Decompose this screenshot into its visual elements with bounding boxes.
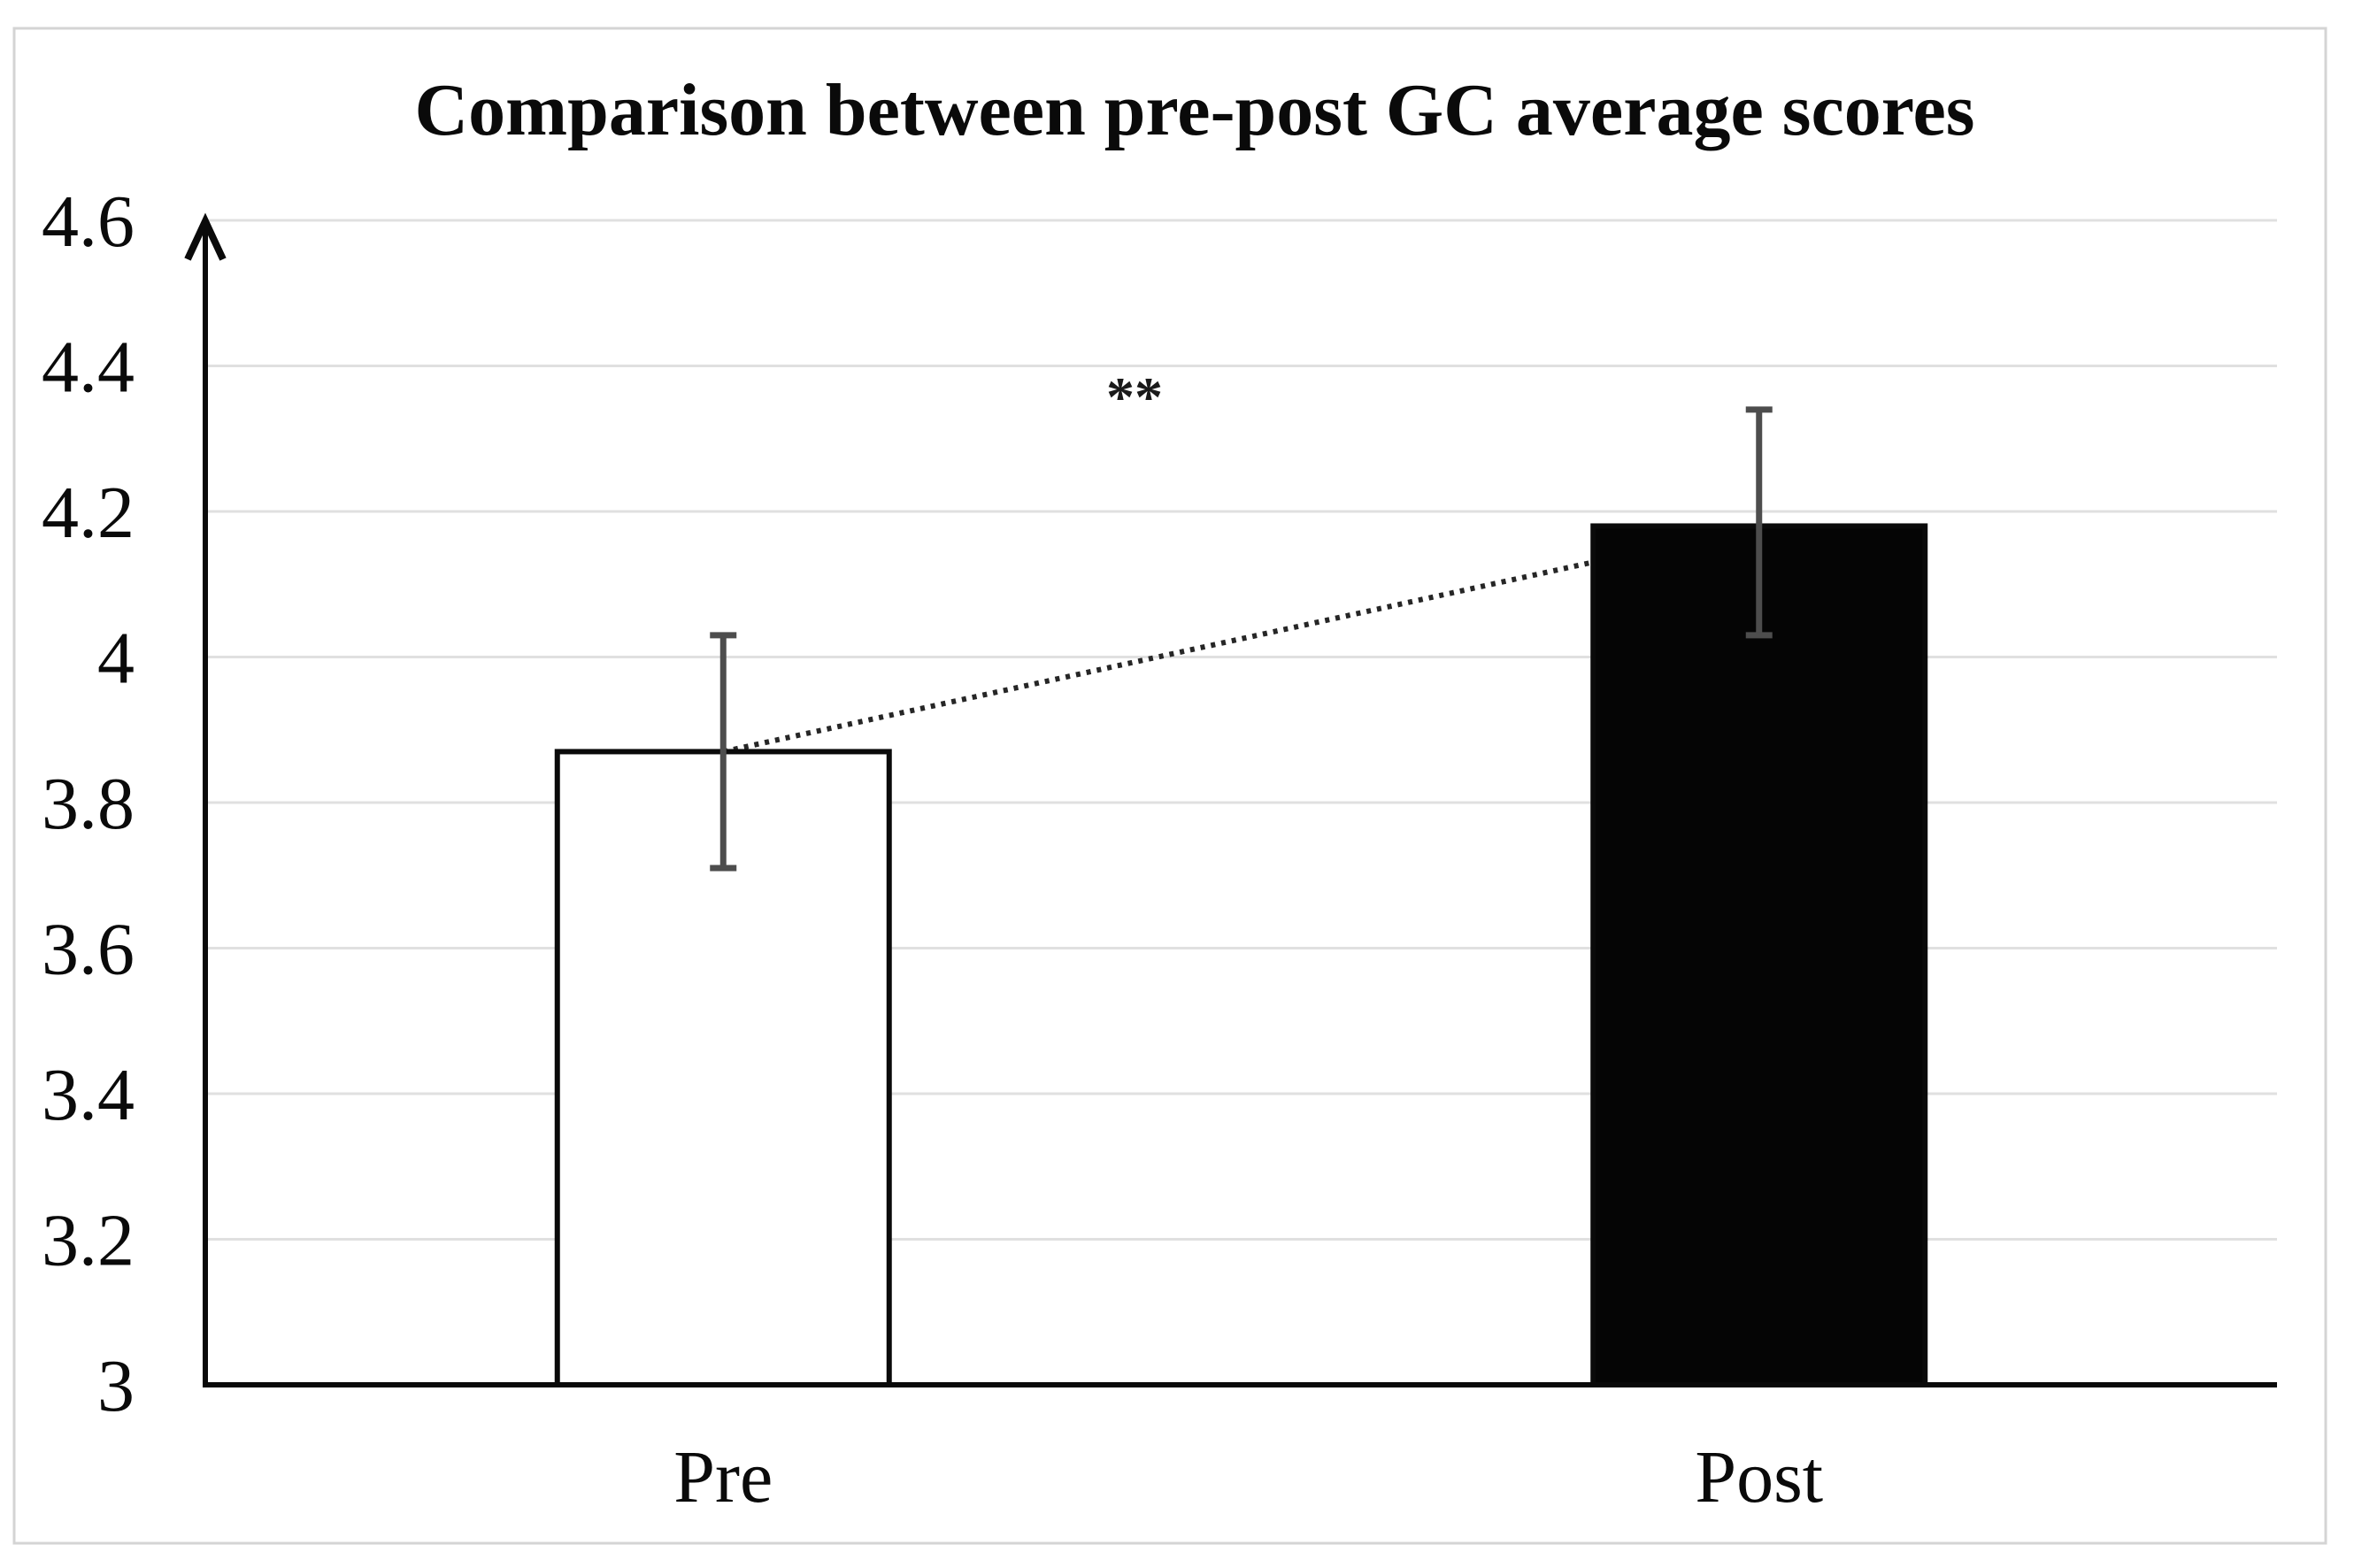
axes [184,212,2277,1387]
y-tick-label: 4.2 [42,472,135,554]
chart-title: Comparison between pre-post GC average s… [415,69,1975,151]
y-tick-label: 3.2 [42,1200,135,1282]
y-tick-label: 3.8 [42,763,135,845]
trend-dotted-line [722,523,1760,755]
significance-annotation: ** [1106,365,1163,428]
error-bars [710,406,1773,872]
figure-border [12,27,2327,1545]
dotted-connector-line [722,523,1760,755]
gridlines [205,219,2277,1241]
y-tick-label: 4.6 [42,181,135,263]
y-tick-label: 3.6 [42,909,135,991]
bar-post [1590,523,1928,1387]
y-tick-label: 3.4 [42,1054,135,1136]
y-axis-tick-labels: 4.6 4.4 4.2 4 3.8 3.6 3.4 3.2 3 [42,181,135,1427]
category-label-post: Post [1695,1436,1823,1518]
x-axis-category-labels: Pre Post [673,1436,1823,1518]
y-axis-arrowhead-icon [184,212,227,261]
y-tick-label: 4 [97,618,135,700]
y-tick-label: 3 [97,1345,135,1427]
error-bar-pre [710,632,737,872]
category-label-pre: Pre [673,1436,773,1518]
error-bar-post [1745,406,1773,639]
y-tick-label: 4.4 [42,327,135,409]
